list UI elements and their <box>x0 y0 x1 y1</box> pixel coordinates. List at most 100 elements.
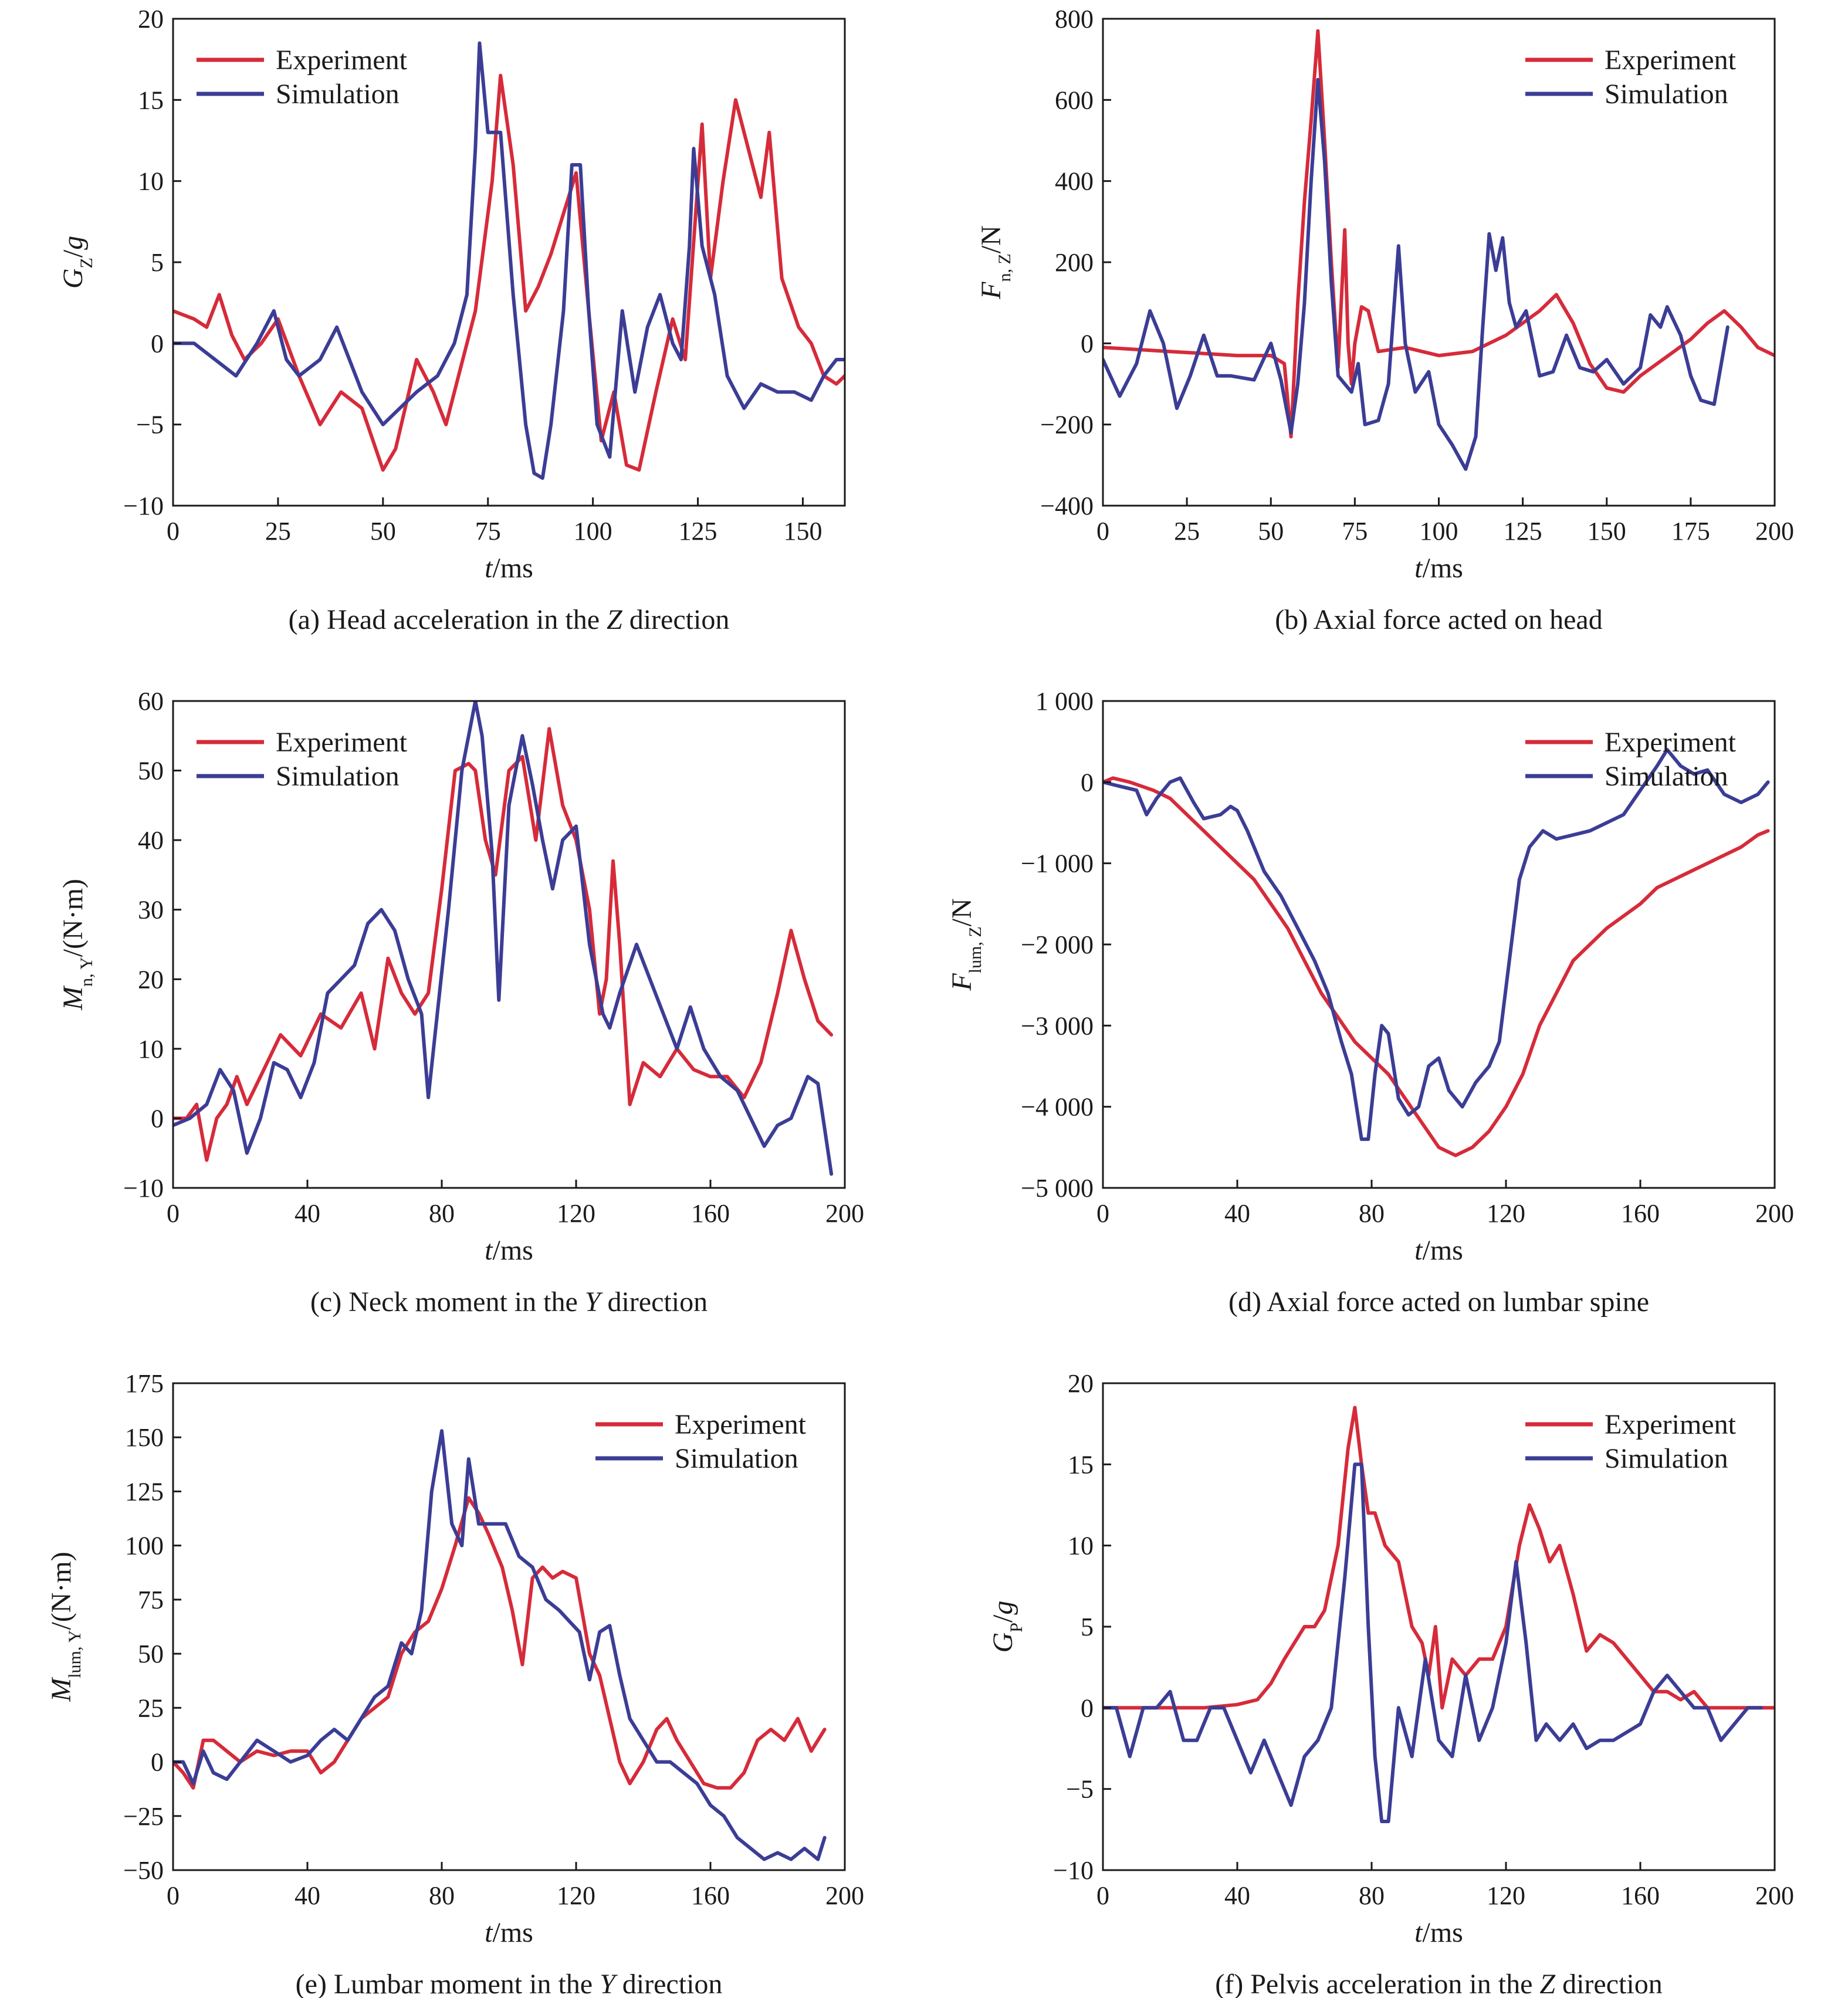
y-tick-label: 5 <box>151 248 164 277</box>
x-tick-label: 175 <box>1671 517 1710 546</box>
y-tick-label: 100 <box>125 1532 164 1560</box>
y-tick-label: 200 <box>1055 248 1094 277</box>
chart-caption: (f) Pelvis acceleration in the Z directi… <box>1215 1969 1662 1998</box>
y-tick-label: 125 <box>125 1477 164 1506</box>
y-tick-label: 25 <box>138 1694 164 1722</box>
y-tick-label: 5 <box>1081 1613 1094 1641</box>
y-tick-label: 50 <box>138 1640 164 1668</box>
x-tick-label: 80 <box>1359 1199 1385 1228</box>
legend-entry-simulation: Simulation <box>1605 1443 1728 1474</box>
series-line-simulation <box>1103 1462 1764 1823</box>
legend-entry-experiment: Experiment <box>1605 727 1737 758</box>
y-axis-label: Fn, Z/N <box>976 225 1014 300</box>
y-tick-label: −10 <box>123 492 164 520</box>
x-tick-label: 120 <box>557 1199 595 1228</box>
y-axis-label: Flum, Z/N <box>946 898 985 991</box>
x-tick-label: 75 <box>1342 517 1368 546</box>
x-tick-label: 0 <box>1096 517 1109 546</box>
series-line-experiment <box>173 727 834 1162</box>
y-tick-label: −4 000 <box>1021 1093 1094 1122</box>
x-tick-label: 160 <box>1621 1199 1660 1228</box>
x-tick-label: 150 <box>1588 517 1626 546</box>
y-tick-label: 800 <box>1055 5 1094 33</box>
series-line-simulation <box>1103 77 1729 471</box>
y-tick-label: −5 <box>136 411 164 439</box>
y-tick-label: 15 <box>1068 1450 1094 1479</box>
chart-b: 0 25 50 75 100 125 150 175 200 −400 −200 0 200 400 600… <box>976 5 1794 635</box>
y-tick-label: 0 <box>151 329 164 358</box>
plot-frame <box>172 700 846 1189</box>
x-tick-label: 50 <box>370 517 396 546</box>
x-tick-label: 0 <box>167 1881 180 1910</box>
x-tick-label: 0 <box>1096 1199 1109 1228</box>
y-tick-label: 15 <box>138 86 164 114</box>
legend-entry-simulation: Simulation <box>1605 761 1728 792</box>
x-axis-label: t/ms <box>1414 553 1463 584</box>
x-tick-label: 150 <box>783 517 822 546</box>
y-tick-label: 0 <box>1081 768 1094 797</box>
legend-entry-simulation: Simulation <box>276 761 400 792</box>
y-tick-label: −5 <box>1066 1775 1094 1804</box>
legend-entry-experiment: Experiment <box>276 727 408 758</box>
y-tick-label: −400 <box>1040 492 1094 520</box>
chart-caption: (e) Lumbar moment in the Y direction <box>296 1969 723 1998</box>
x-axis-label: t/ms <box>1414 1917 1463 1948</box>
y-axis-label: GP/g <box>987 1601 1026 1653</box>
y-tick-label: 20 <box>138 965 164 994</box>
chart-d: 0 40 80 120 160 200 −5 000 −4 000 −3 000 −2 000 −1… <box>946 687 1794 1318</box>
x-tick-label: 200 <box>1755 1881 1794 1910</box>
series-line-simulation <box>173 41 845 480</box>
y-tick-label: −10 <box>1053 1856 1094 1885</box>
x-tick-label: 80 <box>1359 1881 1385 1910</box>
y-tick-label: 150 <box>125 1423 164 1452</box>
y-tick-label: −10 <box>123 1174 164 1203</box>
y-tick-label: 40 <box>138 826 164 855</box>
x-tick-label: 50 <box>1258 517 1284 546</box>
chart-caption: (b) Axial force acted on head <box>1275 604 1602 635</box>
x-tick-label: 25 <box>1174 517 1200 546</box>
y-tick-label: 600 <box>1055 86 1094 114</box>
chart-caption: (d) Axial force acted on lumbar spine <box>1228 1286 1649 1318</box>
y-tick-label: 0 <box>151 1104 164 1133</box>
x-tick-label: 120 <box>557 1881 595 1910</box>
x-tick-label: 80 <box>429 1881 455 1910</box>
y-tick-label: −1 000 <box>1021 849 1094 878</box>
x-axis-label: t/ms <box>485 1235 533 1266</box>
legend-entry-experiment: Experiment <box>1605 45 1737 76</box>
x-tick-label: 160 <box>691 1881 730 1910</box>
x-tick-label: 40 <box>1224 1199 1250 1228</box>
y-axis-label: Mlum, Y/(N·m) <box>46 1552 84 1702</box>
y-tick-label: 20 <box>1068 1369 1094 1398</box>
plot-frame <box>172 1382 846 1871</box>
x-tick-label: 40 <box>295 1881 320 1910</box>
y-tick-label: 175 <box>125 1369 164 1398</box>
y-tick-label: −2 000 <box>1021 930 1094 959</box>
x-tick-label: 200 <box>1755 1199 1794 1228</box>
y-tick-label: 0 <box>1081 1694 1094 1722</box>
y-tick-label: 30 <box>138 896 164 925</box>
x-tick-label: 125 <box>1504 517 1542 546</box>
y-tick-label: 10 <box>138 1035 164 1064</box>
y-tick-label: 10 <box>1068 1532 1094 1560</box>
series-line-simulation <box>1103 748 1770 1141</box>
x-tick-label: 80 <box>429 1199 455 1228</box>
y-axis-label: Mn, Y/(N·m) <box>57 879 96 1011</box>
series-line-experiment <box>173 1496 827 1790</box>
x-tick-label: 0 <box>167 1199 180 1228</box>
y-tick-label: 1 000 <box>1035 687 1094 716</box>
y-tick-label: 400 <box>1055 167 1094 196</box>
x-tick-label: 200 <box>1755 517 1794 546</box>
chart-e: 0 40 80 120 160 200 −50 −25 0 25 50 75 100 125 150 175 t… <box>46 1369 864 1998</box>
x-tick-label: 75 <box>475 517 501 546</box>
y-tick-label: 50 <box>138 757 164 785</box>
x-tick-label: 0 <box>167 517 180 546</box>
x-tick-label: 0 <box>1096 1881 1109 1910</box>
series-line-simulation <box>173 1429 827 1861</box>
chart-f: 0 40 80 120 160 200 −10 −5 0 5 10 15 20 t/ms GP/g Exper… <box>987 1369 1794 1998</box>
y-tick-label: −50 <box>123 1856 164 1885</box>
y-tick-label: 0 <box>151 1748 164 1777</box>
y-tick-label: 10 <box>138 167 164 196</box>
y-tick-label: −5 000 <box>1021 1174 1094 1203</box>
x-tick-label: 200 <box>825 1199 864 1228</box>
